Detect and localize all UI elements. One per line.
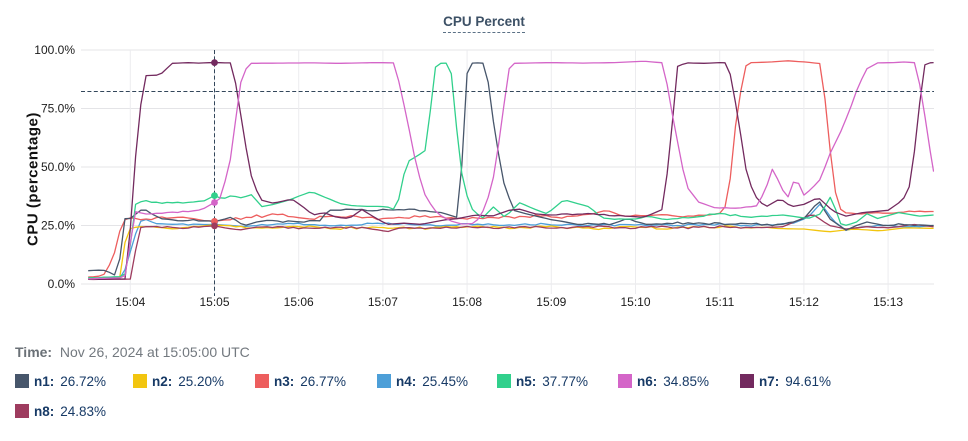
svg-text:15:07: 15:07 [368, 295, 398, 309]
svg-text:75.0%: 75.0% [41, 102, 75, 116]
svg-text:15:09: 15:09 [536, 295, 566, 309]
svg-text:15:13: 15:13 [873, 295, 903, 309]
svg-text:25.0%: 25.0% [41, 219, 75, 233]
svg-text:15:11: 15:11 [705, 295, 734, 309]
svg-text:15:08: 15:08 [452, 295, 482, 309]
svg-text:15:05: 15:05 [199, 295, 229, 309]
svg-text:15:12: 15:12 [789, 295, 819, 309]
svg-text:15:10: 15:10 [620, 295, 650, 309]
svg-text:15:04: 15:04 [115, 295, 145, 309]
svg-text:100.0%: 100.0% [34, 43, 75, 57]
svg-text:CPU (percentage): CPU (percentage) [25, 112, 42, 246]
svg-text:0.0%: 0.0% [48, 277, 76, 291]
svg-text:50.0%: 50.0% [41, 160, 75, 174]
svg-text:15:06: 15:06 [284, 295, 314, 309]
